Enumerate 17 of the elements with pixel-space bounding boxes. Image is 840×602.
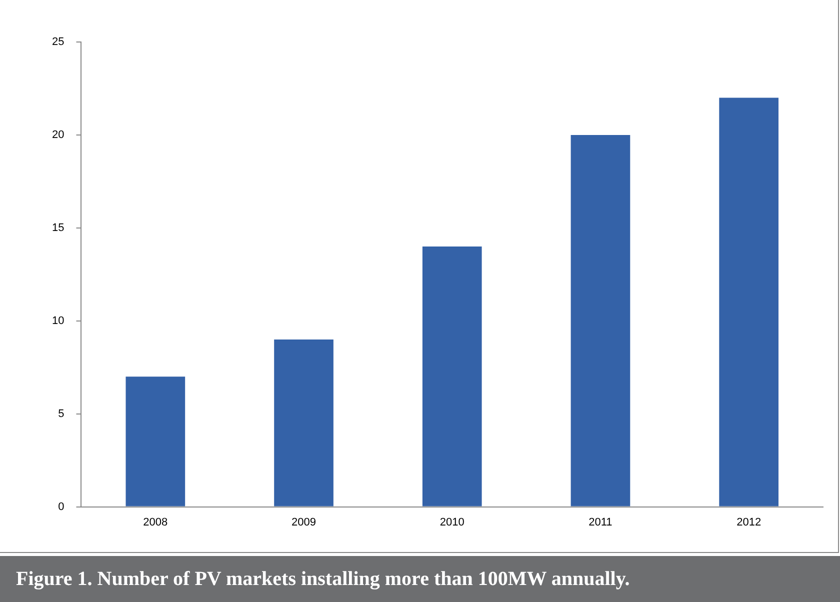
text: Figure 1. Number of PV markets installing more than 100MW annually.	[0, 556, 840, 602]
x-tick-label: 2009	[292, 516, 316, 528]
y-tick-label: 5	[58, 408, 64, 420]
x-tick-label: 2008	[143, 516, 168, 528]
x-tick-label: 2012	[736, 516, 762, 528]
x-tick-label: 2010	[440, 516, 464, 528]
bar	[274, 339, 334, 506]
bar	[126, 376, 186, 506]
bar	[570, 134, 630, 506]
bar	[422, 246, 482, 506]
y-tick-label: 15	[52, 222, 64, 234]
y-tick-label: 25	[52, 36, 64, 48]
x-tick-label: 2011	[588, 516, 612, 528]
bar	[719, 98, 778, 506]
y-tick-label: 20	[52, 128, 64, 141]
y-tick-label: 10	[52, 314, 64, 327]
y-tick-label: 0	[58, 500, 64, 513]
